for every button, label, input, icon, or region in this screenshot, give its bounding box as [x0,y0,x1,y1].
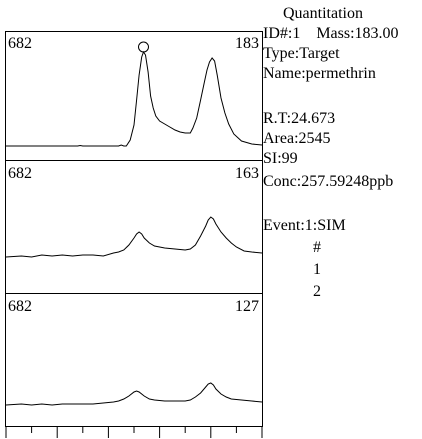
compound-name: Name:permethrin [263,65,376,82]
event-label: Event:1:SIM [263,217,346,234]
info-header: Quantitation [283,5,363,22]
ion-trace-line [6,50,263,147]
event-row: 1 [313,261,321,278]
time-axis-ticks [5,427,263,438]
traces [5,41,263,406]
concentration: Conc:257.59248ppb [263,173,394,190]
trace-right-label: 163 [235,165,259,182]
ion-trace-line [5,216,263,258]
event-row: 2 [313,283,321,300]
trace-right-label: 127 [235,298,259,315]
event-row: # [313,239,321,256]
trace-left-label: 682 [8,298,32,315]
ion-trace-line [5,382,263,406]
peak-area: Area:2545 [263,130,331,147]
chromatogram-frame [5,31,263,427]
trace-left-label: 682 [8,35,32,52]
compound-id-mass: ID#:1 Mass:183.00 [263,25,399,42]
similarity-index: SI:99 [263,150,298,167]
retention-time: R.T:24.673 [263,110,336,127]
trace-left-label: 682 [8,165,32,182]
peak-top-marker [138,41,149,53]
trace-right-label: 183 [235,35,259,52]
compound-type: Type:Target [263,45,340,62]
